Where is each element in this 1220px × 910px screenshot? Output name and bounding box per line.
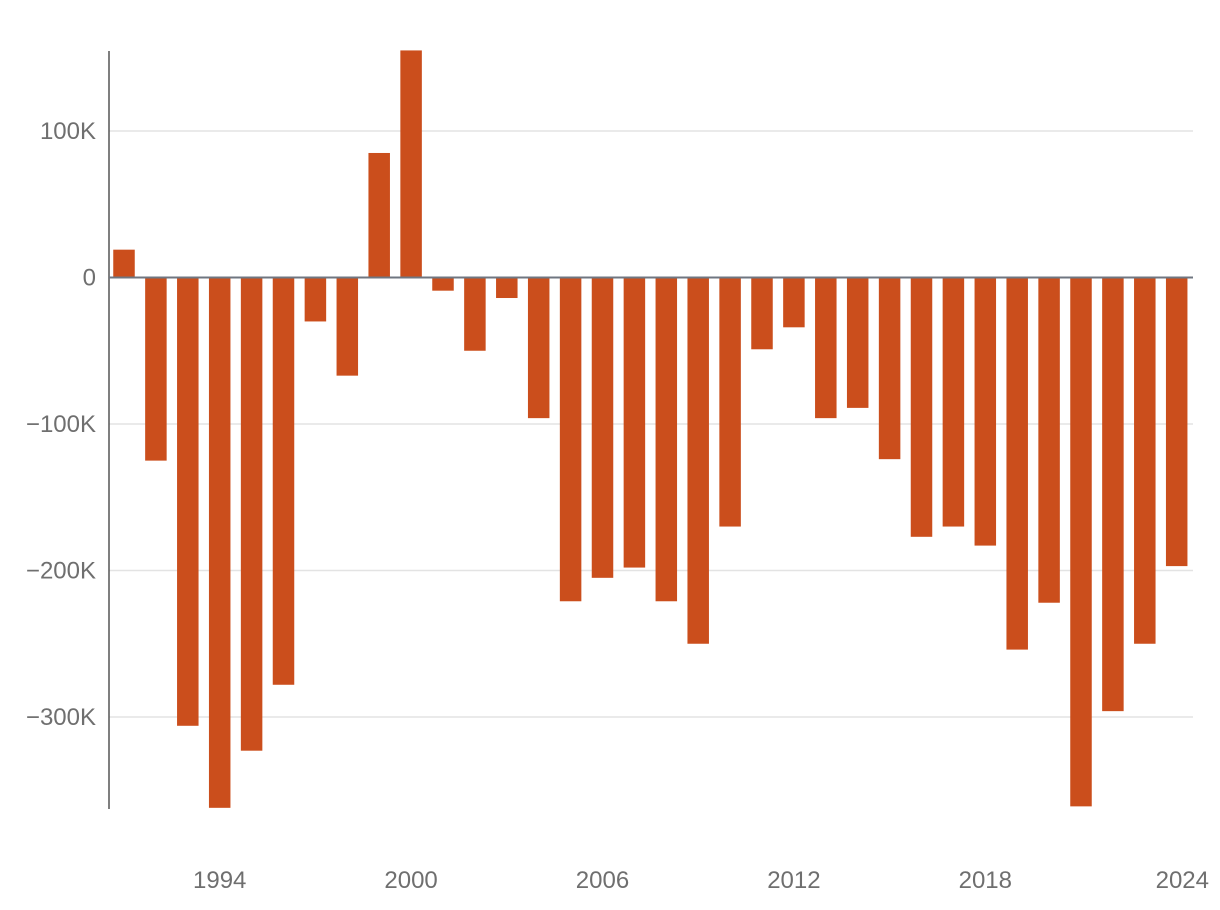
bar-1994 [208,277,231,808]
x-tick-label: 2018 [959,867,1012,894]
bar-2000 [400,50,422,278]
x-tick-label: 1994 [193,867,246,894]
bar-2011 [751,277,773,350]
bar-2001 [432,277,454,291]
bar-1995 [240,277,263,751]
bar-2004 [527,277,550,419]
bar-2024 [1165,277,1188,567]
axis-layer [108,51,1193,809]
y-tick-label: 0 [83,265,96,292]
bar-2016 [910,277,933,537]
bar-1997 [304,277,327,322]
bar-1996 [272,277,295,685]
bar-2010 [719,277,741,527]
bar-2023 [1134,277,1156,644]
bar-2005 [559,277,582,602]
bar-2002 [464,277,486,351]
bar-2014 [846,277,869,408]
bar-layer [113,50,1188,808]
bar-2017 [942,277,965,527]
bar-1991 [113,249,135,278]
y-tick-label: 100K [40,118,96,145]
bar-2021 [1070,277,1092,807]
y-tick-label: −300K [26,704,96,731]
bar-1999 [368,152,390,278]
y-tick-label: −100K [26,411,96,438]
x-tick-label: 2000 [384,867,437,894]
label-layer: 100K 0 −100K −200K −300K 1994 2000 2006 2012 2018… [26,118,1209,894]
bar-1998 [336,277,359,376]
bar-2008 [655,277,678,602]
y-tick-label: −200K [26,558,96,585]
bar-2018 [974,277,997,546]
bar-2019 [1006,277,1028,650]
bar-2009 [687,277,709,644]
bar-2003 [496,277,518,299]
x-tick-label: 2006 [576,867,629,894]
bar-2020 [1038,277,1060,603]
bar-2022 [1102,277,1124,712]
bar-1992 [145,277,167,461]
bar-2013 [815,277,837,419]
bar-2012 [783,277,805,328]
bar-2006 [591,277,614,578]
bar-1993 [177,277,199,726]
grid-layer [109,130,1193,718]
bar-2015 [878,277,901,460]
x-tick-label: 2012 [767,867,820,894]
x-tick-label: 2024 [1156,867,1209,894]
bar-2007 [623,277,646,568]
